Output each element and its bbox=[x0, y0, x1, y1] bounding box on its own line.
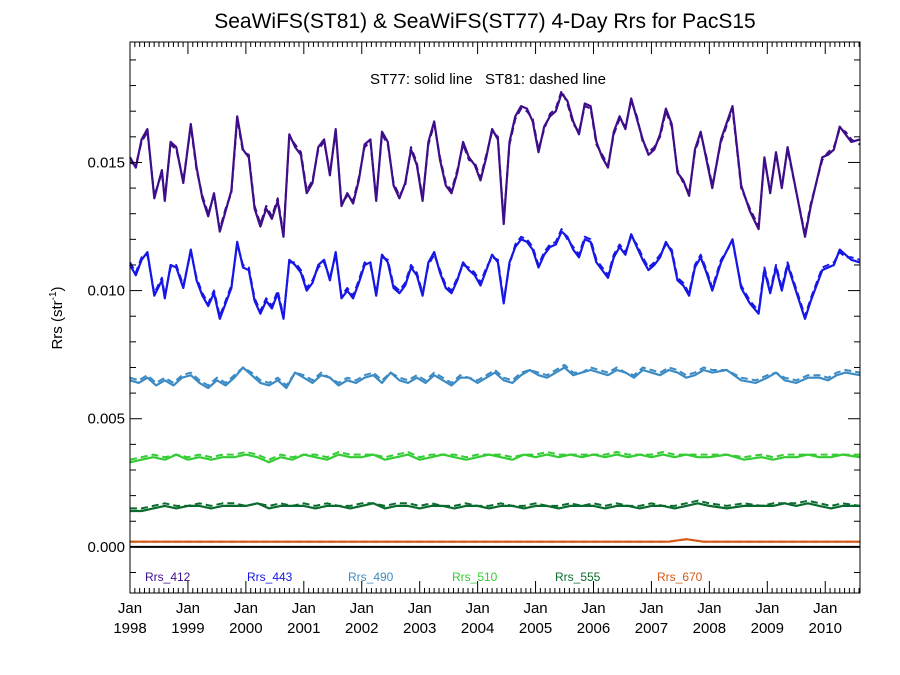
rrs-490-st81-dashed-line bbox=[129, 363, 861, 387]
x-tick-year-label: 2004 bbox=[461, 620, 494, 637]
y-axis: 0.000 0.005 0.010 0.015 bbox=[87, 59, 860, 573]
x-tick-month-label: Jan bbox=[813, 600, 837, 617]
y-axis-title: Rrs (str-1) bbox=[48, 286, 66, 349]
x-tick-month-label: Jan bbox=[292, 600, 316, 617]
x-tick-year-label: 1998 bbox=[113, 620, 146, 637]
y-axis-title-superscript: -1 bbox=[48, 291, 59, 300]
legend-item-rrs-670: Rrs_670 bbox=[657, 570, 703, 584]
y-axis-title-text: Rrs (str bbox=[49, 300, 66, 349]
x-tick-month-label: Jan bbox=[755, 600, 779, 617]
rrs-510-st81-dashed-line bbox=[129, 451, 860, 461]
x-tick-year-label: 2000 bbox=[229, 620, 262, 637]
rrs-412-st81-dashed-line bbox=[129, 89, 861, 236]
x-tick-year-label: 2002 bbox=[345, 620, 378, 637]
x-tick-month-label: Jan bbox=[466, 600, 490, 617]
rrs-670-st81-dashed-line bbox=[130, 538, 860, 543]
legend: Rrs_412 Rrs_443 Rrs_490 Rrs_510 Rrs_555 Rrs_6… bbox=[145, 570, 703, 584]
x-tick-year-label: 2008 bbox=[693, 620, 726, 637]
y-tick-label: 0.000 bbox=[87, 539, 125, 556]
x-tick-month-label: Jan bbox=[234, 600, 258, 617]
x-tick-year-label: 2010 bbox=[809, 620, 842, 637]
rrs-443-st81-dashed-line bbox=[129, 228, 861, 318]
line-style-annotation: ST77: solid line ST81: dashed line bbox=[370, 71, 606, 88]
x-tick-month-label: Jan bbox=[581, 600, 605, 617]
y-tick-label: 0.015 bbox=[87, 154, 125, 171]
x-tick-year-label: 2003 bbox=[403, 620, 436, 637]
x-tick-year-label: 2006 bbox=[577, 620, 610, 637]
x-tick-year-label: 1999 bbox=[171, 620, 204, 637]
rrs-555-st77-solid-line bbox=[130, 502, 860, 513]
rrs-490-st77-solid-line bbox=[129, 366, 861, 390]
x-tick-month-label: Jan bbox=[697, 600, 721, 617]
legend-item-rrs-510: Rrs_510 bbox=[452, 570, 498, 584]
x-tick-month-label: Jan bbox=[176, 600, 200, 617]
plot-area bbox=[129, 89, 861, 548]
legend-item-rrs-412: Rrs_412 bbox=[145, 570, 191, 584]
x-tick-month-label: Jan bbox=[639, 600, 663, 617]
x-tick-month-label: Jan bbox=[118, 600, 142, 617]
legend-item-rrs-490: Rrs_490 bbox=[348, 570, 394, 584]
legend-item-rrs-443: Rrs_443 bbox=[247, 570, 293, 584]
legend-item-rrs-555: Rrs_555 bbox=[555, 570, 601, 584]
x-axis: Jan 1998 Jan 1999 Jan 2000 Jan 2001 Jan 2002 Jan 20… bbox=[113, 42, 860, 637]
y-tick-label: 0.010 bbox=[87, 283, 125, 300]
x-tick-month-label: Jan bbox=[523, 600, 547, 617]
y-tick-label: 0.005 bbox=[87, 411, 125, 428]
chart-title: SeaWiFS(ST81) & SeaWiFS(ST77) 4-Day Rrs … bbox=[214, 10, 755, 33]
x-tick-year-label: 2001 bbox=[287, 620, 320, 637]
plot-frame bbox=[129, 41, 861, 594]
x-tick-year-label: 2009 bbox=[751, 620, 784, 637]
x-tick-month-label: Jan bbox=[350, 600, 374, 617]
x-tick-month-label: Jan bbox=[408, 600, 432, 617]
y-axis-title-close: ) bbox=[49, 286, 66, 291]
x-tick-year-label: 2007 bbox=[635, 620, 668, 637]
x-tick-year-label: 2005 bbox=[519, 620, 552, 637]
